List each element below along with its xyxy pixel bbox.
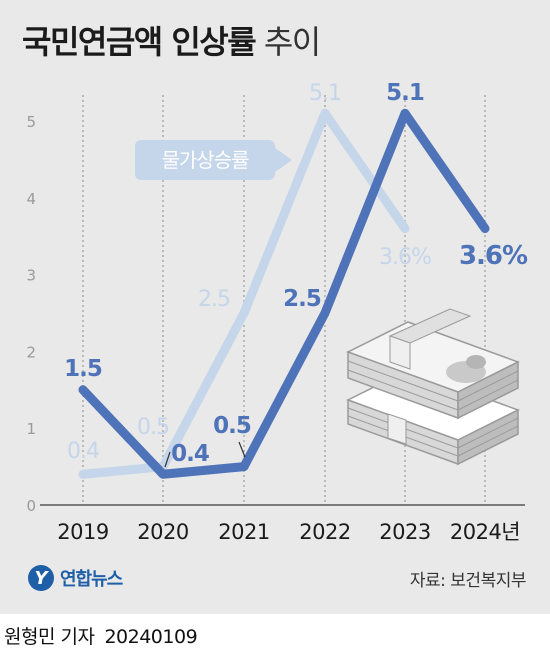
inflation-data-label: 5.1 <box>309 81 341 106</box>
source-note: 자료: 보건복지부 <box>409 571 527 591</box>
inflation-point <box>321 109 329 118</box>
y-tick-label: 1 <box>26 420 36 438</box>
inflation-point <box>79 470 87 479</box>
x-tick-label: 2021 <box>218 520 269 544</box>
x-tick-label: 2020 <box>137 520 188 544</box>
x-tick-label: 2019 <box>57 520 108 544</box>
inflation-point <box>401 224 409 233</box>
author: 원형민 기자 <box>4 626 95 648</box>
inflation-series: 0.40.52.55.13.6% <box>67 81 432 479</box>
yonhap-logo: Y 연합뉴스 <box>28 562 123 594</box>
legend-label: 물가상승률 <box>162 148 250 172</box>
y-tick-label: 3 <box>26 267 36 285</box>
chart-panel: 국민연금액 인상률 추이 0 1 2 3 4 5 2019 2020 2021 2022 2023… <box>0 0 550 614</box>
pension-data-label: 0.5 <box>213 413 251 439</box>
title-main: 국민연금액 인상률 <box>22 23 257 61</box>
x-tick-label: 2023 <box>379 520 430 544</box>
inflation-point <box>240 309 248 317</box>
pension-series: 1.50.40.52.55.13.6% <box>64 80 529 479</box>
inflation-data-label: 2.5 <box>198 287 230 312</box>
chart-title: 국민연금액 인상률 추이 <box>22 14 321 70</box>
label-leader <box>164 451 171 468</box>
pension-data-label: 0.4 <box>171 441 209 467</box>
x-tick-label: 2022 <box>299 520 350 544</box>
pension-point <box>321 309 329 317</box>
inflation-data-label: 0.4 <box>67 439 99 464</box>
legend-box <box>135 140 275 180</box>
inflation-data-label: 3.6% <box>379 245 431 270</box>
inflation-data-label: 0.5 <box>137 415 169 440</box>
line-chart: 0 1 2 3 4 5 2019 2020 2021 2022 2023 2024년 <box>26 80 529 544</box>
inflation-legend-callout: 물가상승률 <box>135 140 292 180</box>
label-leader <box>238 441 246 458</box>
title-suffix: 추이 <box>263 23 321 61</box>
y-tick-label: 4 <box>26 190 36 208</box>
y-tick-label: 0 <box>26 497 36 515</box>
byline: 원형민 기자 20240109 <box>4 622 198 649</box>
yonhap-logo-icon: Y <box>28 565 54 591</box>
pension-point <box>481 224 489 233</box>
x-axis-ticks: 2019 2020 2021 2022 2023 2024년 <box>57 520 520 544</box>
y-axis-ticks: 0 1 2 3 4 5 <box>26 113 36 515</box>
pension-point <box>79 385 87 394</box>
money-stack-illustration <box>346 308 520 466</box>
pension-point <box>240 462 248 471</box>
y-tick-label: 5 <box>26 113 36 131</box>
publish-date: 20240109 <box>104 626 198 648</box>
pension-line <box>78 108 490 479</box>
pension-data-label: 1.5 <box>64 356 102 382</box>
pension-data-label: 2.5 <box>283 286 321 312</box>
y-tick-label: 2 <box>26 343 36 361</box>
x-tick-label: 2024년 <box>450 520 520 544</box>
legend-pointer <box>275 148 292 172</box>
pension-point <box>401 109 409 118</box>
pension-data-label: 3.6% <box>459 241 528 271</box>
pension-point <box>159 470 167 479</box>
pension-data-label: 5.1 <box>386 80 424 106</box>
logo-text: 연합뉴스 <box>60 569 123 590</box>
